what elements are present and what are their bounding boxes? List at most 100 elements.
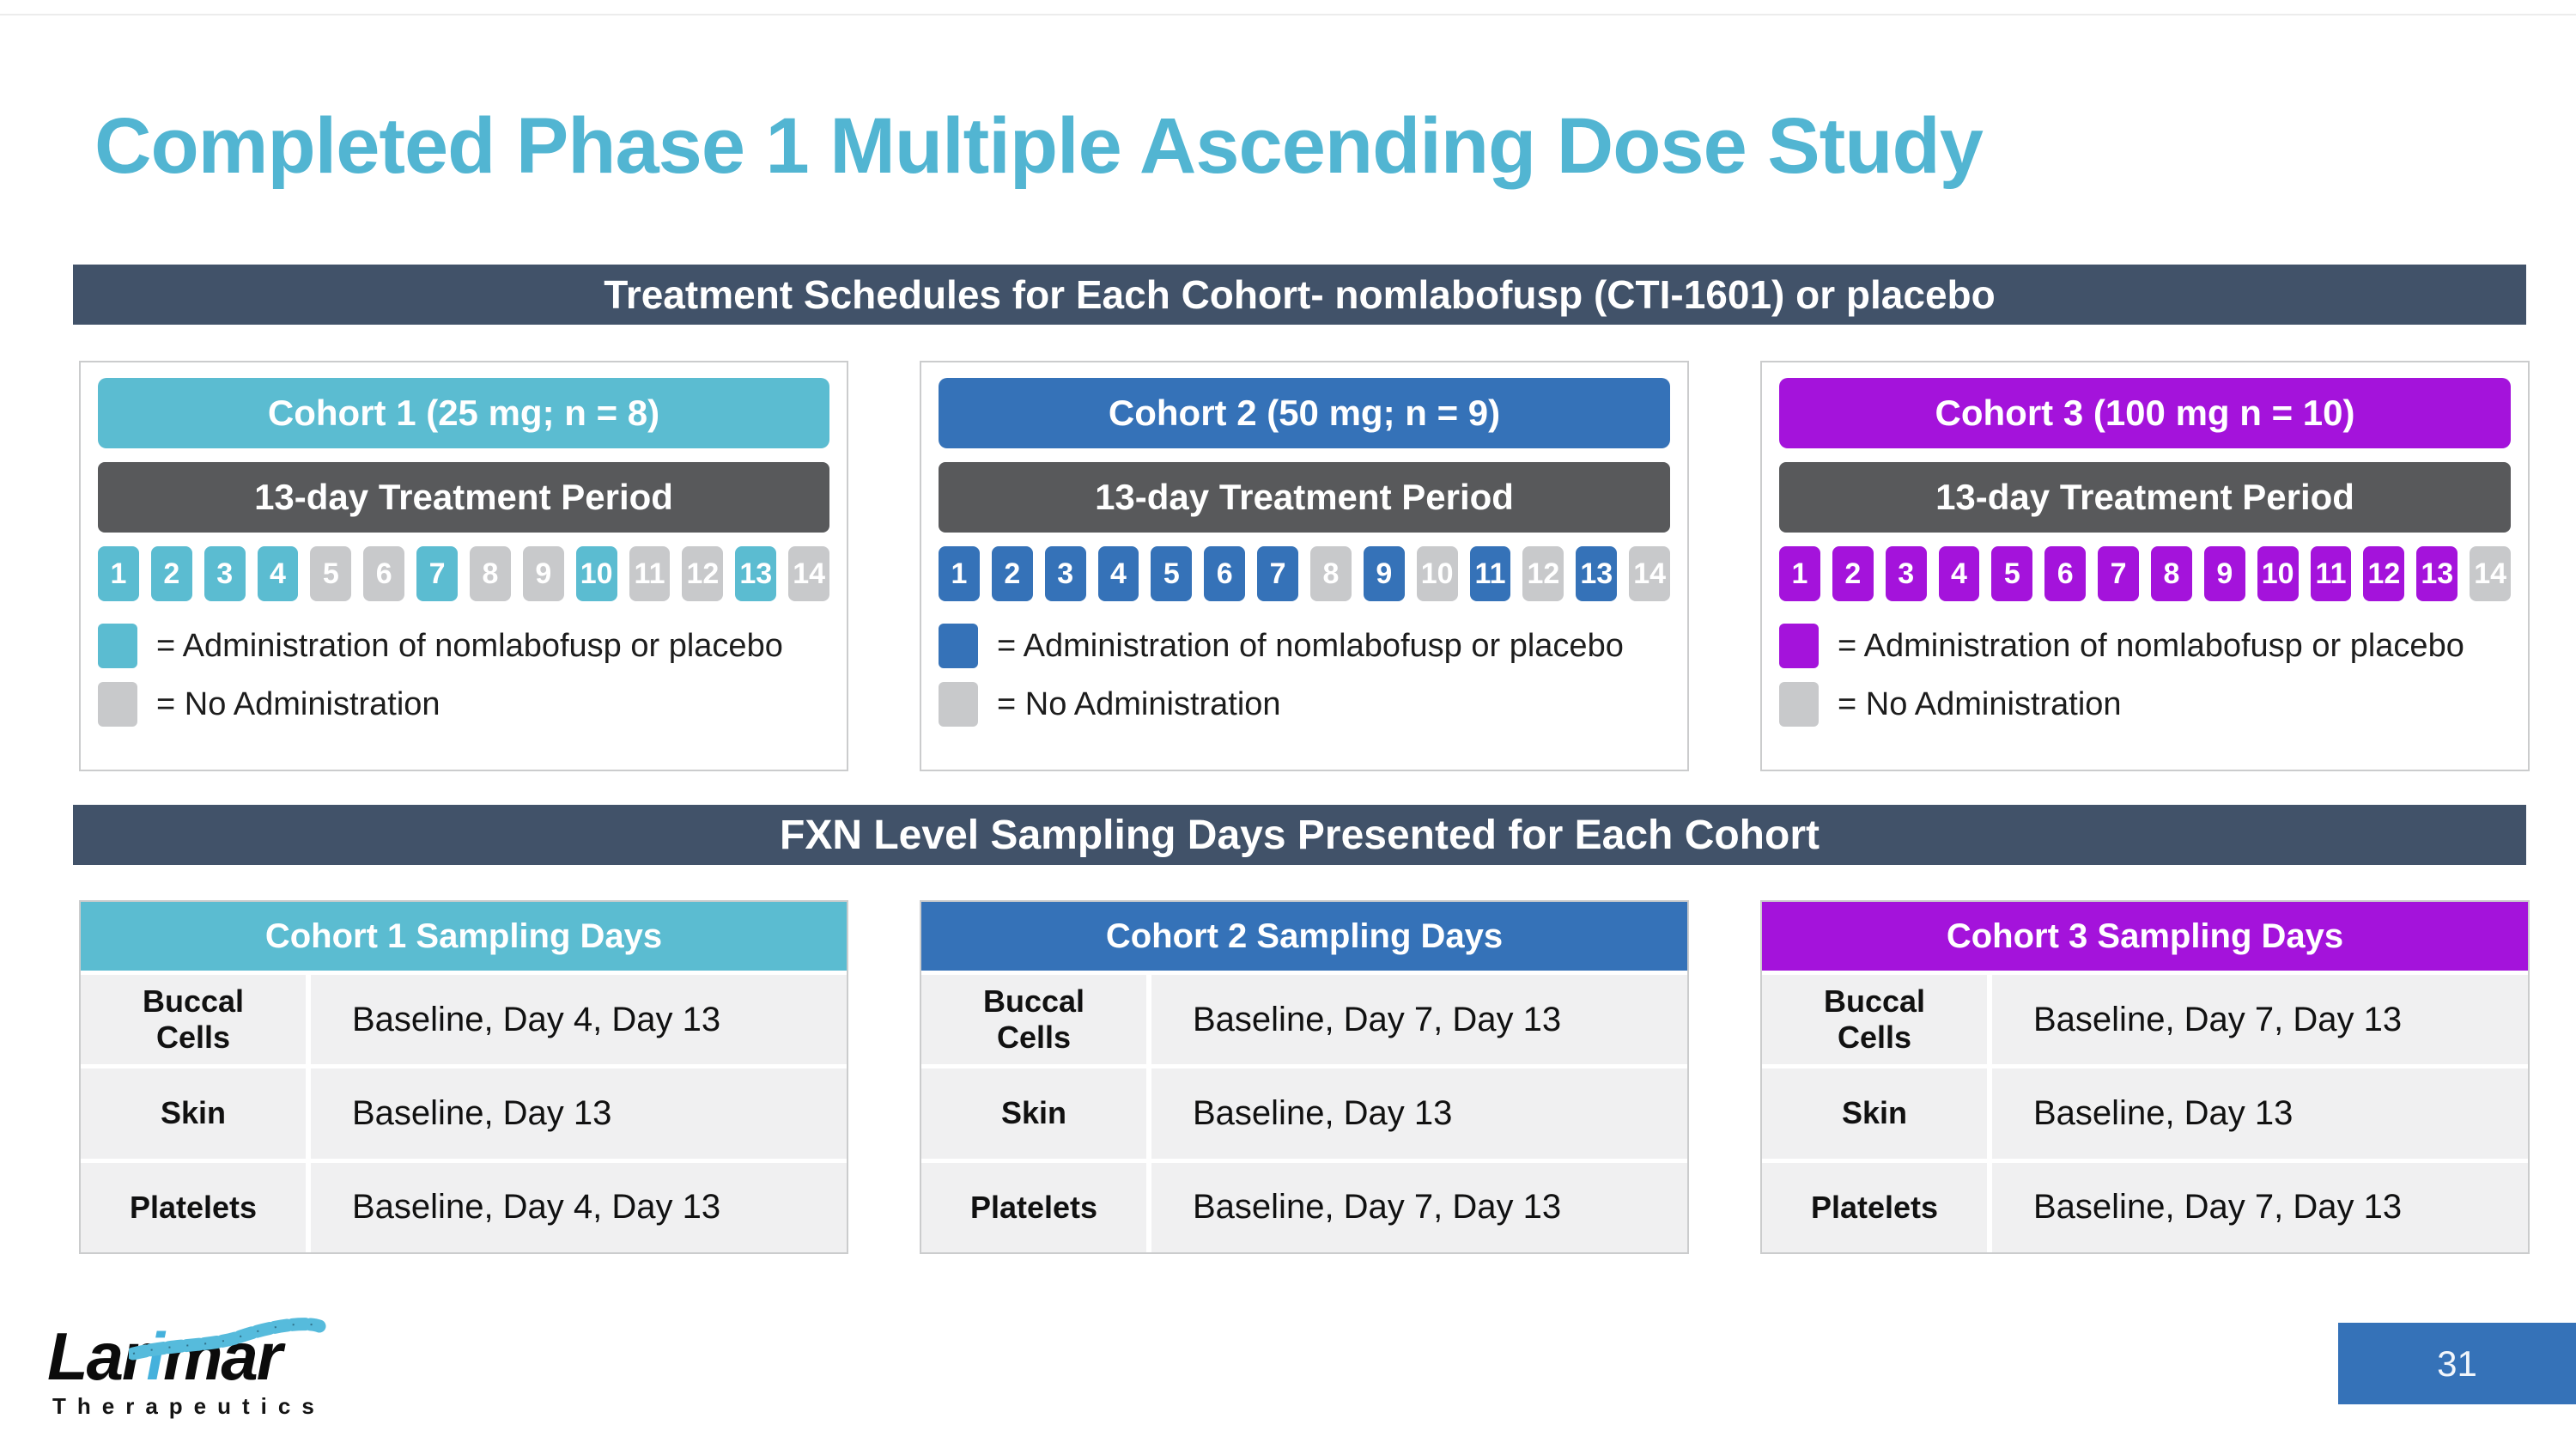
table-row: Buccal Cells Baseline, Day 7, Day 13: [921, 975, 1687, 1065]
top-divider: [0, 14, 2576, 15]
larimar-logo: Larimar Therapeutics: [47, 1318, 356, 1420]
table-row: Platelets Baseline, Day 7, Day 13: [921, 1162, 1687, 1252]
cohort-1-sampling-table: Cohort 1 Sampling Days Buccal Cells Base…: [79, 900, 848, 1254]
day-box-10: 10: [1416, 546, 1458, 601]
day-box-7: 7: [2098, 546, 2140, 601]
row-value: Baseline, Day 7, Day 13: [1992, 1162, 2528, 1252]
day-box-1: 1: [98, 546, 139, 601]
table-row: Buccal Cells Baseline, Day 7, Day 13: [1762, 975, 2528, 1065]
no-administration-swatch: [1779, 682, 1819, 727]
table-row: Platelets Baseline, Day 7, Day 13: [1762, 1162, 2528, 1252]
cohort-3-header-text: Cohort 3 (100 mg n = 10): [1935, 393, 2355, 433]
day-box-2: 2: [150, 546, 192, 601]
row-label: Skin: [81, 1068, 306, 1159]
day-box-12: 12: [1522, 546, 1564, 601]
administration-label: = Administration of nomlabofusp or place…: [997, 627, 1624, 664]
administration-label: = Administration of nomlabofusp or place…: [1838, 627, 2464, 664]
day-box-13: 13: [735, 546, 777, 601]
row-value: Baseline, Day 7, Day 13: [1992, 975, 2528, 1065]
page-title: Completed Phase 1 Multiple Ascending Dos…: [94, 102, 1984, 190]
row-label: Platelets: [921, 1162, 1146, 1252]
cohort-2-sampling-table: Cohort 2 Sampling Days Buccal Cells Base…: [920, 900, 1689, 1254]
table-row: Buccal Cells Baseline, Day 4, Day 13: [81, 975, 847, 1065]
row-label: Platelets: [81, 1162, 306, 1252]
day-box-13: 13: [1576, 546, 1618, 601]
row-label: Platelets: [1762, 1162, 1987, 1252]
cohort-2-treatment-period-text: 13-day Treatment Period: [1095, 477, 1514, 517]
day-box-12: 12: [2363, 546, 2405, 601]
treatment-schedules-banner-text: Treatment Schedules for Each Cohort- nom…: [604, 272, 1996, 317]
no-administration-label: = No Administration: [997, 685, 1281, 722]
no-administration-swatch: [939, 682, 978, 727]
table-row: Platelets Baseline, Day 4, Day 13: [81, 1162, 847, 1252]
cohort-1-legend-admin: = Administration of nomlabofusp or place…: [98, 624, 829, 668]
no-administration-swatch: [98, 682, 137, 727]
day-box-14: 14: [2470, 546, 2512, 601]
no-administration-label: = No Administration: [156, 685, 440, 722]
day-box-6: 6: [363, 546, 405, 601]
cohort-1-sampling-header-text: Cohort 1 Sampling Days: [264, 916, 663, 955]
cohort-1-treatment-period-bar: 13-day Treatment Period: [98, 462, 829, 533]
cohort-3-treatment-period-bar: 13-day Treatment Period: [1779, 462, 2511, 533]
administration-label: = Administration of nomlabofusp or place…: [156, 627, 783, 664]
day-box-9: 9: [2203, 546, 2245, 601]
day-box-4: 4: [1097, 546, 1139, 601]
cohort-2-header-text: Cohort 2 (50 mg; n = 9): [1108, 393, 1501, 433]
administration-swatch: [98, 624, 137, 668]
cohort-2-sampling-header-text: Cohort 2 Sampling Days: [1105, 916, 1504, 955]
day-box-5: 5: [1151, 546, 1193, 601]
day-box-3: 3: [1044, 546, 1086, 601]
row-label: Buccal Cells: [921, 975, 1146, 1065]
table-row: Skin Baseline, Day 13: [1762, 1068, 2528, 1159]
cohort-1-header: Cohort 1 (25 mg; n = 8): [98, 378, 829, 448]
cohort-1-treatment-period-text: 13-day Treatment Period: [254, 477, 673, 517]
day-box-10: 10: [575, 546, 617, 601]
no-administration-label: = No Administration: [1838, 685, 2122, 722]
administration-swatch: [939, 624, 978, 668]
row-value: Baseline, Day 13: [1992, 1068, 2528, 1159]
cohort-1-header-text: Cohort 1 (25 mg; n = 8): [267, 393, 660, 433]
day-box-1: 1: [939, 546, 980, 601]
day-box-8: 8: [1310, 546, 1352, 601]
day-box-9: 9: [522, 546, 564, 601]
day-box-6: 6: [2044, 546, 2087, 601]
day-box-9: 9: [1363, 546, 1405, 601]
table-row: Skin Baseline, Day 13: [81, 1068, 847, 1159]
day-box-3: 3: [204, 546, 246, 601]
cohort-3-sampling-table: Cohort 3 Sampling Days Buccal Cells Base…: [1760, 900, 2530, 1254]
day-box-14: 14: [1629, 546, 1671, 601]
day-box-5: 5: [310, 546, 352, 601]
day-box-4: 4: [1938, 546, 1980, 601]
day-box-10: 10: [2257, 546, 2299, 601]
cohort-1-card: Cohort 1 (25 mg; n = 8) 13-day Treatment…: [79, 361, 848, 771]
cohort-1-days-row: 1 2 3 4 5 6 7 8 9 10 11 12 13 14: [98, 546, 830, 601]
day-box-14: 14: [788, 546, 830, 601]
row-label: Skin: [1762, 1068, 1987, 1159]
cohort-3-days-row: 1 2 3 4 5 6 7 8 9 10 11 12 13 14: [1779, 546, 2512, 601]
day-box-2: 2: [1832, 546, 1874, 601]
cohort-3-treatment-period-text: 13-day Treatment Period: [1935, 477, 2354, 517]
cohort-2-days-row: 1 2 3 4 5 6 7 8 9 10 11 12 13 14: [939, 546, 1671, 601]
row-value: Baseline, Day 7, Day 13: [1151, 1162, 1687, 1252]
day-box-8: 8: [470, 546, 511, 601]
cohort-2-legend-admin: = Administration of nomlabofusp or place…: [939, 624, 1670, 668]
helix-ribbon-icon: [129, 1318, 326, 1361]
cohort-3-legend-none: = No Administration: [1779, 682, 2511, 727]
day-box-11: 11: [2310, 546, 2352, 601]
cohort-2-legend-none: = No Administration: [939, 682, 1670, 727]
day-box-1: 1: [1779, 546, 1820, 601]
cohort-2-card: Cohort 2 (50 mg; n = 9) 13-day Treatment…: [920, 361, 1689, 771]
cohort-1-sampling-header: Cohort 1 Sampling Days: [81, 902, 847, 971]
day-box-8: 8: [2151, 546, 2192, 601]
cohort-2-header: Cohort 2 (50 mg; n = 9): [939, 378, 1670, 448]
day-box-6: 6: [1204, 546, 1246, 601]
logo-subtitle: Therapeutics: [52, 1393, 325, 1419]
cohort-2-treatment-period-bar: 13-day Treatment Period: [939, 462, 1670, 533]
cohort-3-header: Cohort 3 (100 mg n = 10): [1779, 378, 2511, 448]
day-box-13: 13: [2416, 546, 2458, 601]
day-box-11: 11: [1469, 546, 1511, 601]
cohort-3-card: Cohort 3 (100 mg n = 10) 13-day Treatmen…: [1760, 361, 2530, 771]
row-label: Buccal Cells: [81, 975, 306, 1065]
fxn-sampling-banner: FXN Level Sampling Days Presented for Ea…: [73, 805, 2526, 865]
